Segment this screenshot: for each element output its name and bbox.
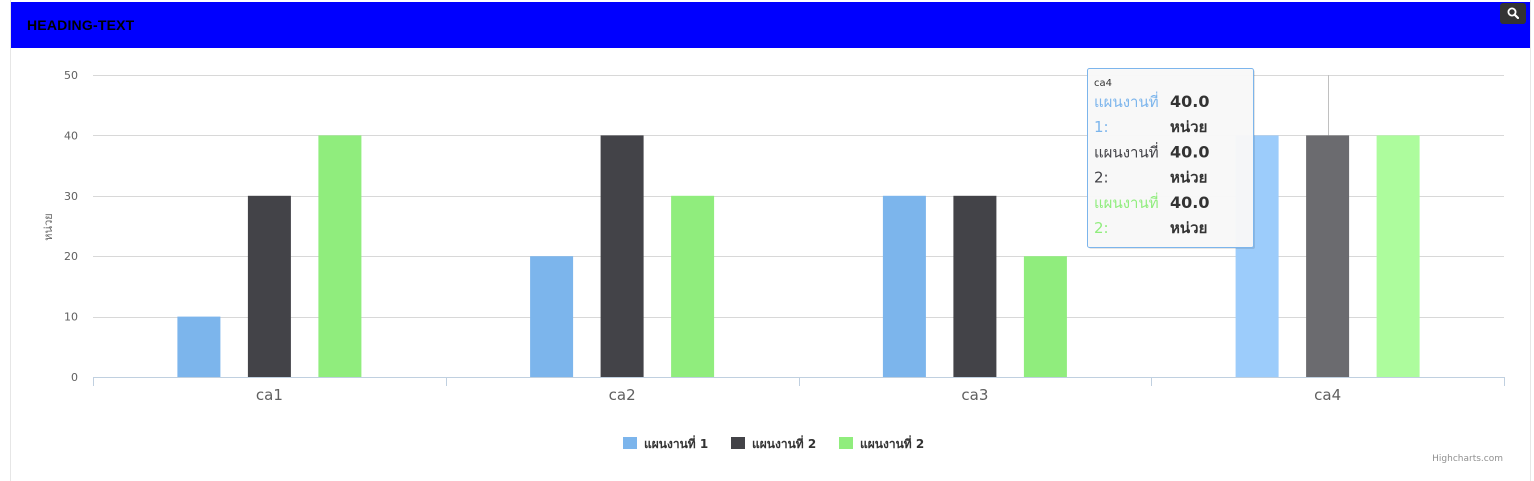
tooltip-unit: หน่วย: [1170, 118, 1207, 136]
legend-symbol[interactable]: [839, 437, 853, 449]
tooltip-box: [1087, 68, 1254, 248]
bar[interactable]: [1376, 135, 1420, 377]
legend-symbol[interactable]: [623, 437, 637, 449]
panel-title: HEADING-TEXT: [27, 17, 135, 33]
chart-panel: [10, 0, 1531, 481]
tooltip-unit: หน่วย: [1170, 169, 1207, 187]
tooltip-value: 40.0: [1170, 193, 1209, 212]
y-tick-label: 40: [64, 129, 78, 142]
y-tick-label: 50: [64, 69, 78, 82]
x-tick-label: ca2: [609, 386, 636, 404]
tooltip-value: 40.0: [1170, 92, 1209, 111]
tooltip-series-index: 1:: [1094, 118, 1109, 136]
tooltip: ca4แผนงานที่1:40.0หน่วยแผนงานที่2:40.0หน…: [1087, 68, 1255, 249]
bar[interactable]: [318, 135, 362, 377]
tooltip-series-index: 2:: [1094, 219, 1109, 237]
y-tick-label: 10: [64, 311, 78, 324]
bar[interactable]: [1306, 135, 1350, 377]
grid-lines: [93, 75, 1504, 318]
bar[interactable]: [530, 256, 574, 377]
legend-item-label[interactable]: แผนงานที่ 1: [644, 435, 708, 451]
panel-header: HEADING-TEXT: [11, 2, 1530, 48]
credits-link[interactable]: Highcharts.com: [1432, 454, 1503, 464]
search-icon: [1507, 7, 1519, 19]
tooltip-series-index: 2:: [1094, 169, 1109, 187]
tooltip-unit: หน่วย: [1170, 219, 1207, 237]
legend[interactable]: แผนงานที่ 1 แผนงานที่ 2 แผนงานที่ 2: [623, 435, 924, 451]
bar[interactable]: [882, 195, 926, 377]
bar[interactable]: [600, 135, 644, 377]
legend-item-label[interactable]: แผนงานที่ 2: [860, 435, 924, 451]
bar[interactable]: [177, 316, 221, 377]
x-tick-label: ca3: [961, 386, 988, 404]
tooltip-value: 40.0: [1170, 143, 1209, 162]
tooltip-category: ca4: [1094, 78, 1112, 89]
y-axis-title: หน่วย: [42, 213, 55, 240]
tooltip-series-name: แผนงานที่: [1094, 192, 1159, 212]
y-tick-label: 0: [71, 371, 78, 384]
y-axis-ticks: 0 10 20 30 40 50: [64, 69, 78, 384]
y-tick-label: 30: [64, 190, 78, 203]
x-tick-label: ca4: [1314, 386, 1341, 404]
bar[interactable]: [247, 195, 291, 377]
bar[interactable]: [1023, 256, 1067, 377]
bar[interactable]: [953, 195, 997, 377]
tooltip-series-name: แผนงานที่: [1094, 142, 1159, 162]
tooltip-series-name: แผนงานที่: [1094, 91, 1159, 111]
legend-item-label[interactable]: แผนงานที่ 2: [752, 435, 816, 451]
search-button[interactable]: [1500, 3, 1526, 24]
y-tick-label: 20: [64, 250, 78, 263]
legend-symbol[interactable]: [731, 437, 745, 449]
bar[interactable]: [671, 195, 715, 377]
x-tick-label: ca1: [256, 386, 283, 404]
x-axis: ca1 ca2 ca3 ca4: [93, 377, 1505, 404]
